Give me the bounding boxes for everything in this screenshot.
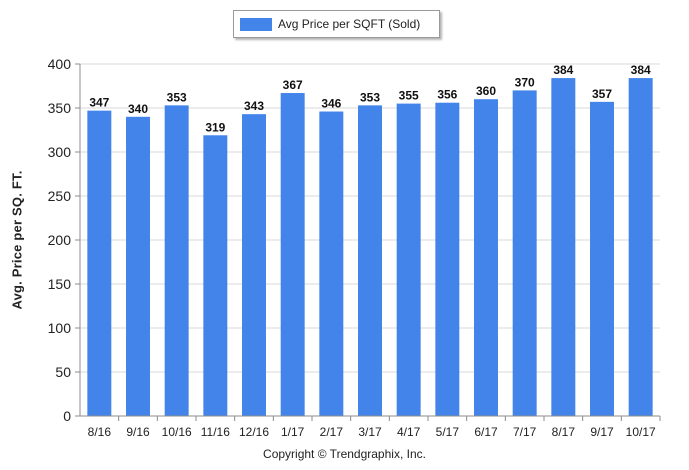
data-label: 370 bbox=[515, 75, 535, 89]
x-tick-label: 4/17 bbox=[397, 425, 421, 439]
data-label: 319 bbox=[205, 120, 225, 134]
x-tick-label: 7/17 bbox=[513, 425, 537, 439]
y-tick-label: 0 bbox=[63, 408, 71, 424]
data-label: 367 bbox=[283, 78, 303, 92]
data-label: 356 bbox=[437, 88, 457, 102]
x-tick-label: 1/17 bbox=[281, 425, 305, 439]
x-tick-label: 6/17 bbox=[474, 425, 498, 439]
data-label: 353 bbox=[167, 90, 187, 104]
x-tick-label: 8/16 bbox=[88, 425, 112, 439]
x-tick-label: 12/16 bbox=[239, 425, 269, 439]
x-tick-label: 11/16 bbox=[201, 425, 230, 439]
bars bbox=[87, 78, 653, 417]
x-tick-label: 10/16 bbox=[162, 425, 192, 439]
y-tick-label: 150 bbox=[48, 276, 72, 292]
x-tick-label: 10/17 bbox=[626, 425, 656, 439]
bar-8/16 bbox=[87, 110, 112, 416]
bar-2/17 bbox=[319, 111, 344, 417]
x-tick-label: 9/16 bbox=[126, 425, 150, 439]
x-tick-label: 9/17 bbox=[590, 425, 614, 439]
data-label: 384 bbox=[553, 63, 573, 77]
data-label: 353 bbox=[360, 90, 380, 104]
bar-11/16 bbox=[203, 135, 228, 416]
bar-7/17 bbox=[512, 90, 537, 417]
bar-9/16 bbox=[126, 116, 150, 417]
x-tick-label: 5/17 bbox=[436, 425, 460, 439]
legend-swatch bbox=[240, 17, 272, 31]
bar-12/16 bbox=[242, 114, 266, 416]
bar-10/17 bbox=[628, 78, 653, 416]
bar-9/17 bbox=[590, 101, 614, 416]
x-tick-label: 2/17 bbox=[320, 425, 344, 439]
y-tick-label: 100 bbox=[48, 320, 72, 336]
x-tick-label: 8/17 bbox=[552, 425, 576, 439]
data-label: 340 bbox=[128, 102, 148, 116]
y-tick-label: 250 bbox=[48, 188, 72, 204]
y-tick-label: 200 bbox=[48, 232, 72, 248]
legend: Avg Price per SQFT (Sold) bbox=[233, 10, 440, 38]
y-tick-label: 350 bbox=[48, 100, 72, 116]
data-label: 347 bbox=[89, 96, 109, 110]
data-label: 346 bbox=[321, 97, 341, 111]
y-tick-label: 50 bbox=[55, 364, 71, 380]
data-label: 384 bbox=[631, 63, 651, 77]
data-label: 357 bbox=[592, 87, 612, 101]
y-tick-label: 400 bbox=[48, 56, 72, 72]
bar-5/17 bbox=[435, 102, 460, 416]
bar-3/17 bbox=[358, 105, 382, 417]
bar-6/17 bbox=[474, 99, 498, 416]
data-label: 360 bbox=[476, 84, 496, 98]
data-label: 355 bbox=[399, 89, 419, 103]
data-label: 343 bbox=[244, 99, 264, 113]
data-labels: 347 340 353 319 343 367 346 353 355 356 360 370 384 3… bbox=[89, 63, 651, 134]
legend-label: Avg Price per SQFT (Sold) bbox=[278, 17, 421, 31]
x-tick-label: 3/17 bbox=[358, 425, 382, 439]
y-tick-label: 300 bbox=[48, 144, 72, 160]
copyright-text: Copyright © Trendgraphix, Inc. bbox=[263, 447, 426, 461]
axes: 0 50 100 150 200 250 300 350 400 8/16 9/16 10/16 11/… bbox=[48, 56, 661, 439]
bar-10/16 bbox=[164, 105, 189, 417]
bar-1/17 bbox=[280, 93, 305, 416]
bar-8/17 bbox=[551, 78, 576, 416]
bar-4/17 bbox=[396, 103, 421, 416]
